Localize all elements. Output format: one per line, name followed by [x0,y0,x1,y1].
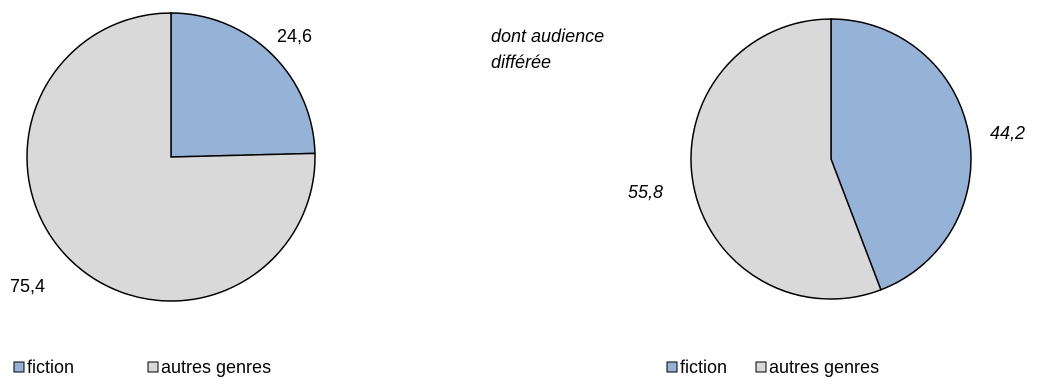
legend-label-fiction: fiction [27,357,74,377]
pie-slice-fiction [830,18,972,291]
data-label-fiction: 44,2 [990,123,1025,143]
legend-swatch-autres-genres [755,361,767,373]
pie-slice-autres-genres [690,18,882,300]
data-label-autres-genres: 55,8 [628,182,663,202]
data-label-autres-genres: 75,4 [10,276,45,296]
legend-right: fiction autres genres [666,357,879,377]
legend-swatch-fiction [666,361,678,373]
chart-title-line-1: dont audience [491,26,604,46]
pie-chart-total: 24,6 75,4 [10,12,316,302]
pie-slice-fiction [170,12,316,158]
chart-title-deferred: dont audience différée [491,26,609,72]
legend-swatch-fiction [13,361,25,373]
legend-label-autres-genres: autres genres [769,357,879,377]
legend-label-autres-genres: autres genres [161,357,271,377]
legend-label-fiction: fiction [680,357,727,377]
data-label-fiction: 24,6 [277,26,312,46]
pie-slice-autres-genres [26,12,316,302]
chart-title-line-2: différée [491,52,551,72]
pie-chart-deferred: 44,2 55,8 [628,18,1025,300]
legend-left: fiction autres genres [13,357,271,377]
legend-swatch-autres-genres [147,361,159,373]
